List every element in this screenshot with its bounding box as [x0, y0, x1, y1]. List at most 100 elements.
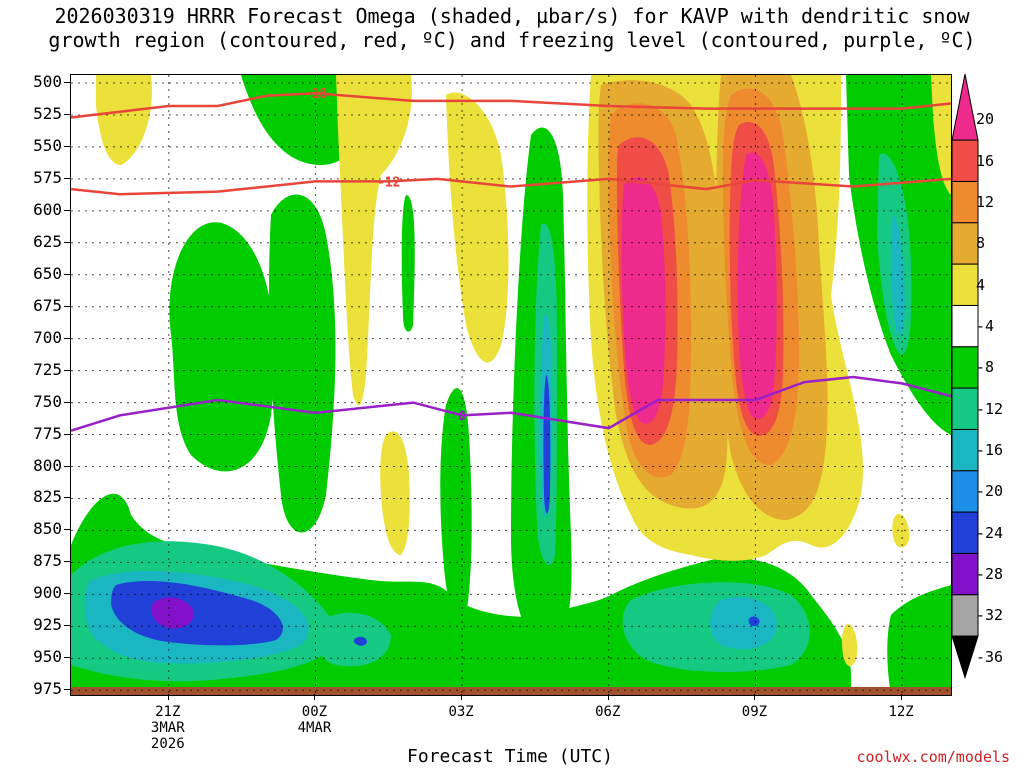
x-tick-mark-03Z — [461, 694, 463, 700]
omega-region-magenta-main-downdraft — [621, 177, 666, 424]
colorbar-swatch-8 — [951, 428, 979, 472]
omega-shading — [71, 75, 951, 695]
colorbar-swatch-5 — [951, 304, 979, 348]
colorbar-swatch-2 — [951, 180, 979, 224]
colorbar-label-2: 12 — [976, 193, 995, 212]
omega-region-green-top-center — [241, 75, 364, 165]
credit-text: coolwx.com/models — [856, 748, 1010, 766]
y-tick-label-875: 875 — [33, 551, 62, 571]
x-tick-label-21Z: 21Z — [155, 704, 181, 720]
plot-area: -18 -12 0 — [70, 74, 952, 696]
colorbar-swatch-9 — [951, 470, 979, 513]
y-tick-label-850: 850 — [33, 519, 62, 539]
omega-region-magenta-main-downdraft-right — [737, 152, 777, 419]
y-tick-750 — [64, 401, 70, 403]
y-tick-725 — [64, 369, 70, 371]
y-tick-675 — [64, 305, 70, 307]
y-tick-700 — [64, 337, 70, 339]
colorbar-swatch-3 — [951, 222, 979, 265]
colorbar — [951, 74, 979, 680]
y-tick-label-600: 600 — [33, 199, 62, 219]
contour-label-freezing-level: 0 — [458, 409, 466, 424]
contour-line-dgz-minus18 — [71, 91, 951, 119]
y-tick-label-800: 800 — [33, 455, 62, 475]
y-tick-label-825: 825 — [33, 487, 62, 507]
title-line-1: 2026030319 HRRR Forecast Omega (shaded, … — [54, 4, 970, 28]
x-tick-mark-09Z — [754, 694, 756, 700]
y-tick-850 — [64, 529, 70, 531]
colorbar-swatch-11 — [951, 552, 979, 596]
colorbar-swatch-12 — [951, 594, 979, 637]
colorbar-swatch-4 — [951, 263, 979, 306]
y-tick-775 — [64, 433, 70, 435]
x-tick-mark-21Z — [167, 694, 169, 700]
y-tick-label-650: 650 — [33, 263, 62, 283]
y-tick-500 — [64, 82, 70, 83]
colorbar-label-0: 20 — [976, 110, 995, 129]
y-tick-875 — [64, 561, 70, 563]
y-tick-825 — [64, 497, 70, 499]
colorbar-label-8: -16 — [976, 441, 1004, 460]
colorbar-label-10: -24 — [976, 523, 1004, 542]
contour-label-dgz-minus18: -18 — [304, 87, 328, 102]
y-tick-975 — [64, 689, 70, 691]
colorbar-swatch-10 — [951, 511, 979, 554]
y-tick-650 — [64, 273, 70, 275]
colorbar-swatch-0 — [951, 74, 979, 141]
gridlines — [71, 75, 951, 695]
x-tick-label-06Z: 06Z — [595, 704, 621, 720]
contours: -18 -12 0 — [71, 87, 951, 432]
y-tick-label-575: 575 — [33, 167, 62, 187]
colorbar-label-4: 4 — [976, 275, 986, 294]
x-tick-label-00Z: 00Z — [301, 704, 328, 720]
y-tick-525 — [64, 113, 70, 115]
y-tick-label-550: 550 — [33, 135, 62, 155]
colorbar-swatch-13 — [951, 635, 979, 680]
y-tick-950 — [64, 657, 70, 659]
x-tick-mark-06Z — [607, 694, 609, 700]
colorbar-label-3: 8 — [976, 234, 986, 253]
x-tick-label-03Z: 03Z — [448, 704, 474, 720]
omega-region-yellow-top-center — [336, 75, 412, 406]
colorbar-label-5: -4 — [976, 317, 995, 336]
y-tick-925 — [64, 625, 70, 627]
y-tick-label-975: 975 — [33, 679, 62, 699]
x-tick-sub1-21Z: 3MAR — [150, 720, 185, 736]
x-tick-sub2-21Z: 2026 — [150, 736, 185, 752]
contour-line-freezing-level — [71, 375, 951, 432]
x-tick-sub1-00Z: 4MAR — [297, 720, 332, 736]
y-tick-label-925: 925 — [33, 615, 62, 635]
omega-region-purple-low-level — [151, 597, 194, 629]
omega-region-blue-low-level-dot — [353, 636, 367, 646]
contour-line-dgz-minus12 — [71, 177, 951, 196]
y-tick-label-625: 625 — [33, 231, 62, 251]
contour-label-dgz-minus12: -12 — [377, 175, 400, 190]
omega-region-blue-low-level — [111, 580, 283, 646]
y-tick-label-775: 775 — [33, 423, 62, 443]
colorbar-label-7: -12 — [976, 399, 1004, 418]
y-tick-label-675: 675 — [33, 295, 62, 315]
y-tick-label-900: 900 — [33, 583, 62, 603]
chart-title: 2026030319 HRRR Forecast Omega (shaded, … — [0, 4, 1024, 52]
omega-region-green-left-upper — [169, 222, 275, 472]
y-tick-label-950: 950 — [33, 647, 62, 667]
colorbar-label-1: 16 — [976, 151, 995, 170]
colorbar-label-6: -8 — [976, 358, 995, 377]
omega-region-cyan-low-level-right — [710, 596, 777, 650]
title-line-2: growth region (contoured, red, ºC) and f… — [48, 28, 976, 52]
y-tick-600 — [64, 209, 70, 211]
y-tick-550 — [64, 145, 70, 147]
omega-region-yellow-low-blob-2 — [842, 624, 858, 667]
x-tick-mark-00Z — [314, 694, 316, 700]
x-axis-title: Forecast Time (UTC) — [407, 746, 613, 767]
colorbar-swatch-7 — [951, 387, 979, 430]
x-tick-label-12Z: 12Z — [888, 704, 914, 720]
y-tick-label-750: 750 — [33, 391, 62, 411]
colorbar-label-13: -36 — [976, 647, 1004, 666]
omega-region-yellow-low-blob — [892, 514, 910, 548]
omega-region-green-thin-column — [401, 195, 415, 332]
omega-region-blue-low-level-right-dot — [748, 616, 760, 627]
colorbar-swatch-1 — [951, 139, 979, 182]
x-tick-label-09Z: 09Z — [741, 704, 768, 720]
y-tick-label-700: 700 — [33, 327, 62, 347]
